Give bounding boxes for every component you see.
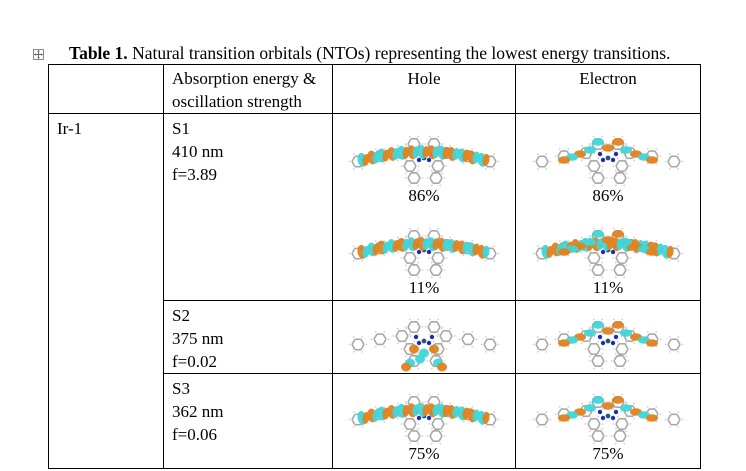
- table-caption: Table 1. Natural transition orbitals (NT…: [69, 43, 670, 63]
- state-oscillator: f=3.89: [172, 165, 217, 184]
- caption-text: Natural transition orbitals (NTOs) repre…: [127, 43, 671, 63]
- molecule-orbital-render: [348, 227, 500, 279]
- state-oscillator: f=0.02: [172, 352, 217, 371]
- molecule-orbital-render: [348, 393, 500, 445]
- header-absorption-line1: Absorption energy &: [172, 69, 317, 88]
- hole-orbital-image: [333, 114, 515, 187]
- molecule-orbital-render: [532, 393, 684, 445]
- state-name: S2: [172, 306, 190, 325]
- header-cell-empty: [48, 64, 164, 114]
- weight-label: 86%: [408, 186, 440, 205]
- molecule-orbital-render: [348, 318, 500, 372]
- molecule-orbital-render: [532, 135, 684, 187]
- table-row-s1: Ir-1 S1 410 nm f=3.89 86% 11% 86% 11%: [48, 113, 701, 469]
- molecule-orbital-render: [348, 135, 500, 187]
- header-absorption: Absorption energy & oscillation strength: [163, 64, 333, 114]
- weight-label: 11%: [408, 278, 440, 297]
- hole-orbital-image: [333, 301, 515, 372]
- weight-label: 86%: [592, 186, 624, 205]
- weight-label: 11%: [592, 278, 624, 297]
- state-oscillator: f=0.06: [172, 425, 217, 444]
- electron-orbital-image: [516, 301, 700, 370]
- header-absorption-line2: oscillation strength: [172, 92, 302, 111]
- weight-label: 75%: [408, 444, 440, 463]
- electron-cell-s3: 75%: [515, 373, 701, 469]
- state-name: S3: [172, 379, 190, 398]
- molecule-orbital-render: [532, 318, 684, 370]
- caption-label: Table 1.: [69, 43, 128, 63]
- hole-orbital-image: [333, 206, 515, 279]
- state-wavelength: 362 nm: [172, 402, 224, 421]
- nto-table: Absorption energy & oscillation strength…: [48, 64, 701, 469]
- state-wavelength: 375 nm: [172, 329, 224, 348]
- header-row: Absorption energy & oscillation strength…: [48, 64, 701, 114]
- header-hole: Hole: [332, 64, 516, 114]
- state-name: S1: [172, 119, 190, 138]
- molecule-cell: Ir-1: [48, 113, 164, 469]
- electron-cell-s2: [515, 300, 701, 374]
- table-move-handle-icon[interactable]: [33, 49, 44, 60]
- table-row-s3: S3 362 nm f=0.06 75% 75%: [49, 373, 701, 469]
- electron-cell-s1: 86% 11%: [515, 113, 701, 301]
- hole-cell-s1: 86% 11%: [332, 113, 516, 301]
- electron-orbital-image: [516, 114, 700, 187]
- header-electron: Electron: [515, 64, 701, 114]
- hole-cell-s3: 75%: [332, 373, 516, 469]
- state-cell-s3: S3 362 nm f=0.06: [163, 373, 333, 469]
- hole-orbital-image: [333, 374, 515, 445]
- state-cell-s2: S2 375 nm f=0.02: [163, 300, 333, 374]
- hole-cell-s2: [332, 300, 516, 374]
- electron-orbital-image: [516, 206, 700, 279]
- electron-orbital-image: [516, 374, 700, 445]
- weight-label: 75%: [592, 444, 624, 463]
- state-wavelength: 410 nm: [172, 142, 224, 161]
- state-cell-s1: S1 410 nm f=3.89: [163, 113, 333, 301]
- molecule-orbital-render: [532, 227, 684, 279]
- table-row-s2: S2 375 nm f=0.02: [49, 300, 701, 374]
